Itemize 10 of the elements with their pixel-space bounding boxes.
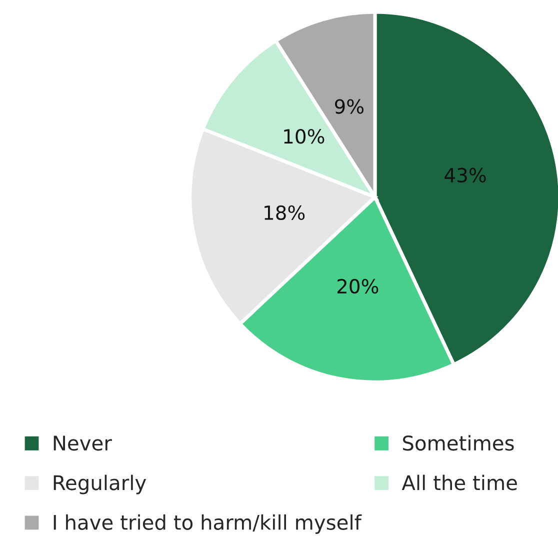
data-label: 20% bbox=[337, 278, 378, 294]
legend-label: Regularly bbox=[54, 474, 146, 494]
data-label: 43% bbox=[444, 168, 486, 183]
legend-label: Sometimes bbox=[403, 435, 514, 451]
data-label: 9% bbox=[334, 99, 364, 114]
data-label: 10% bbox=[284, 129, 324, 144]
legend-label: I have tried to harm/kill myself bbox=[54, 514, 362, 534]
legend-label: Never bbox=[54, 436, 112, 451]
legend-label: All the time bbox=[402, 474, 517, 490]
data-label: 18% bbox=[264, 205, 305, 220]
